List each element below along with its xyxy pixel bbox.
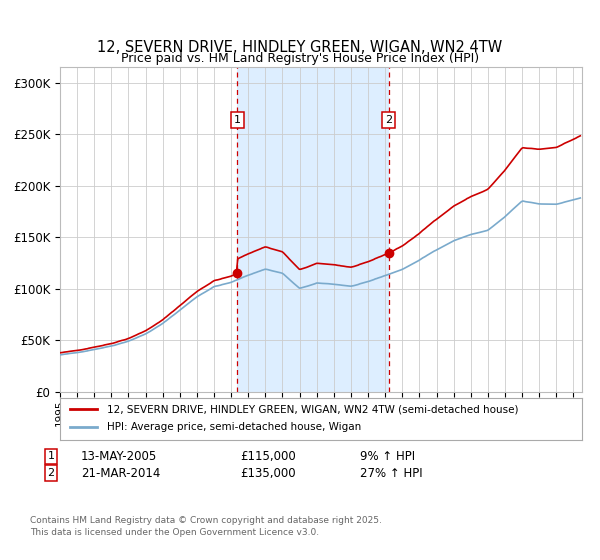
Text: Price paid vs. HM Land Registry's House Price Index (HPI): Price paid vs. HM Land Registry's House … [121,52,479,66]
Text: 27% ↑ HPI: 27% ↑ HPI [360,466,422,480]
Text: 1: 1 [47,451,55,461]
Text: 13-MAY-2005: 13-MAY-2005 [81,450,157,463]
Text: 21-MAR-2014: 21-MAR-2014 [81,466,160,480]
Text: £115,000: £115,000 [240,450,296,463]
Text: £135,000: £135,000 [240,466,296,480]
Text: 2: 2 [385,115,392,125]
Text: 2: 2 [47,468,55,478]
Text: 1: 1 [234,115,241,125]
Bar [238,67,389,392]
Text: HPI: Average price, semi-detached house, Wigan: HPI: Average price, semi-detached house,… [107,422,361,432]
Text: 12, SEVERN DRIVE, HINDLEY GREEN, WIGAN, WN2 4TW: 12, SEVERN DRIVE, HINDLEY GREEN, WIGAN, … [97,40,503,55]
Text: Contains HM Land Registry data © Crown copyright and database right 2025.
This d: Contains HM Land Registry data © Crown c… [30,516,382,537]
Text: 9% ↑ HPI: 9% ↑ HPI [360,450,415,463]
Text: 12, SEVERN DRIVE, HINDLEY GREEN, WIGAN, WN2 4TW (semi-detached house): 12, SEVERN DRIVE, HINDLEY GREEN, WIGAN, … [107,404,518,414]
